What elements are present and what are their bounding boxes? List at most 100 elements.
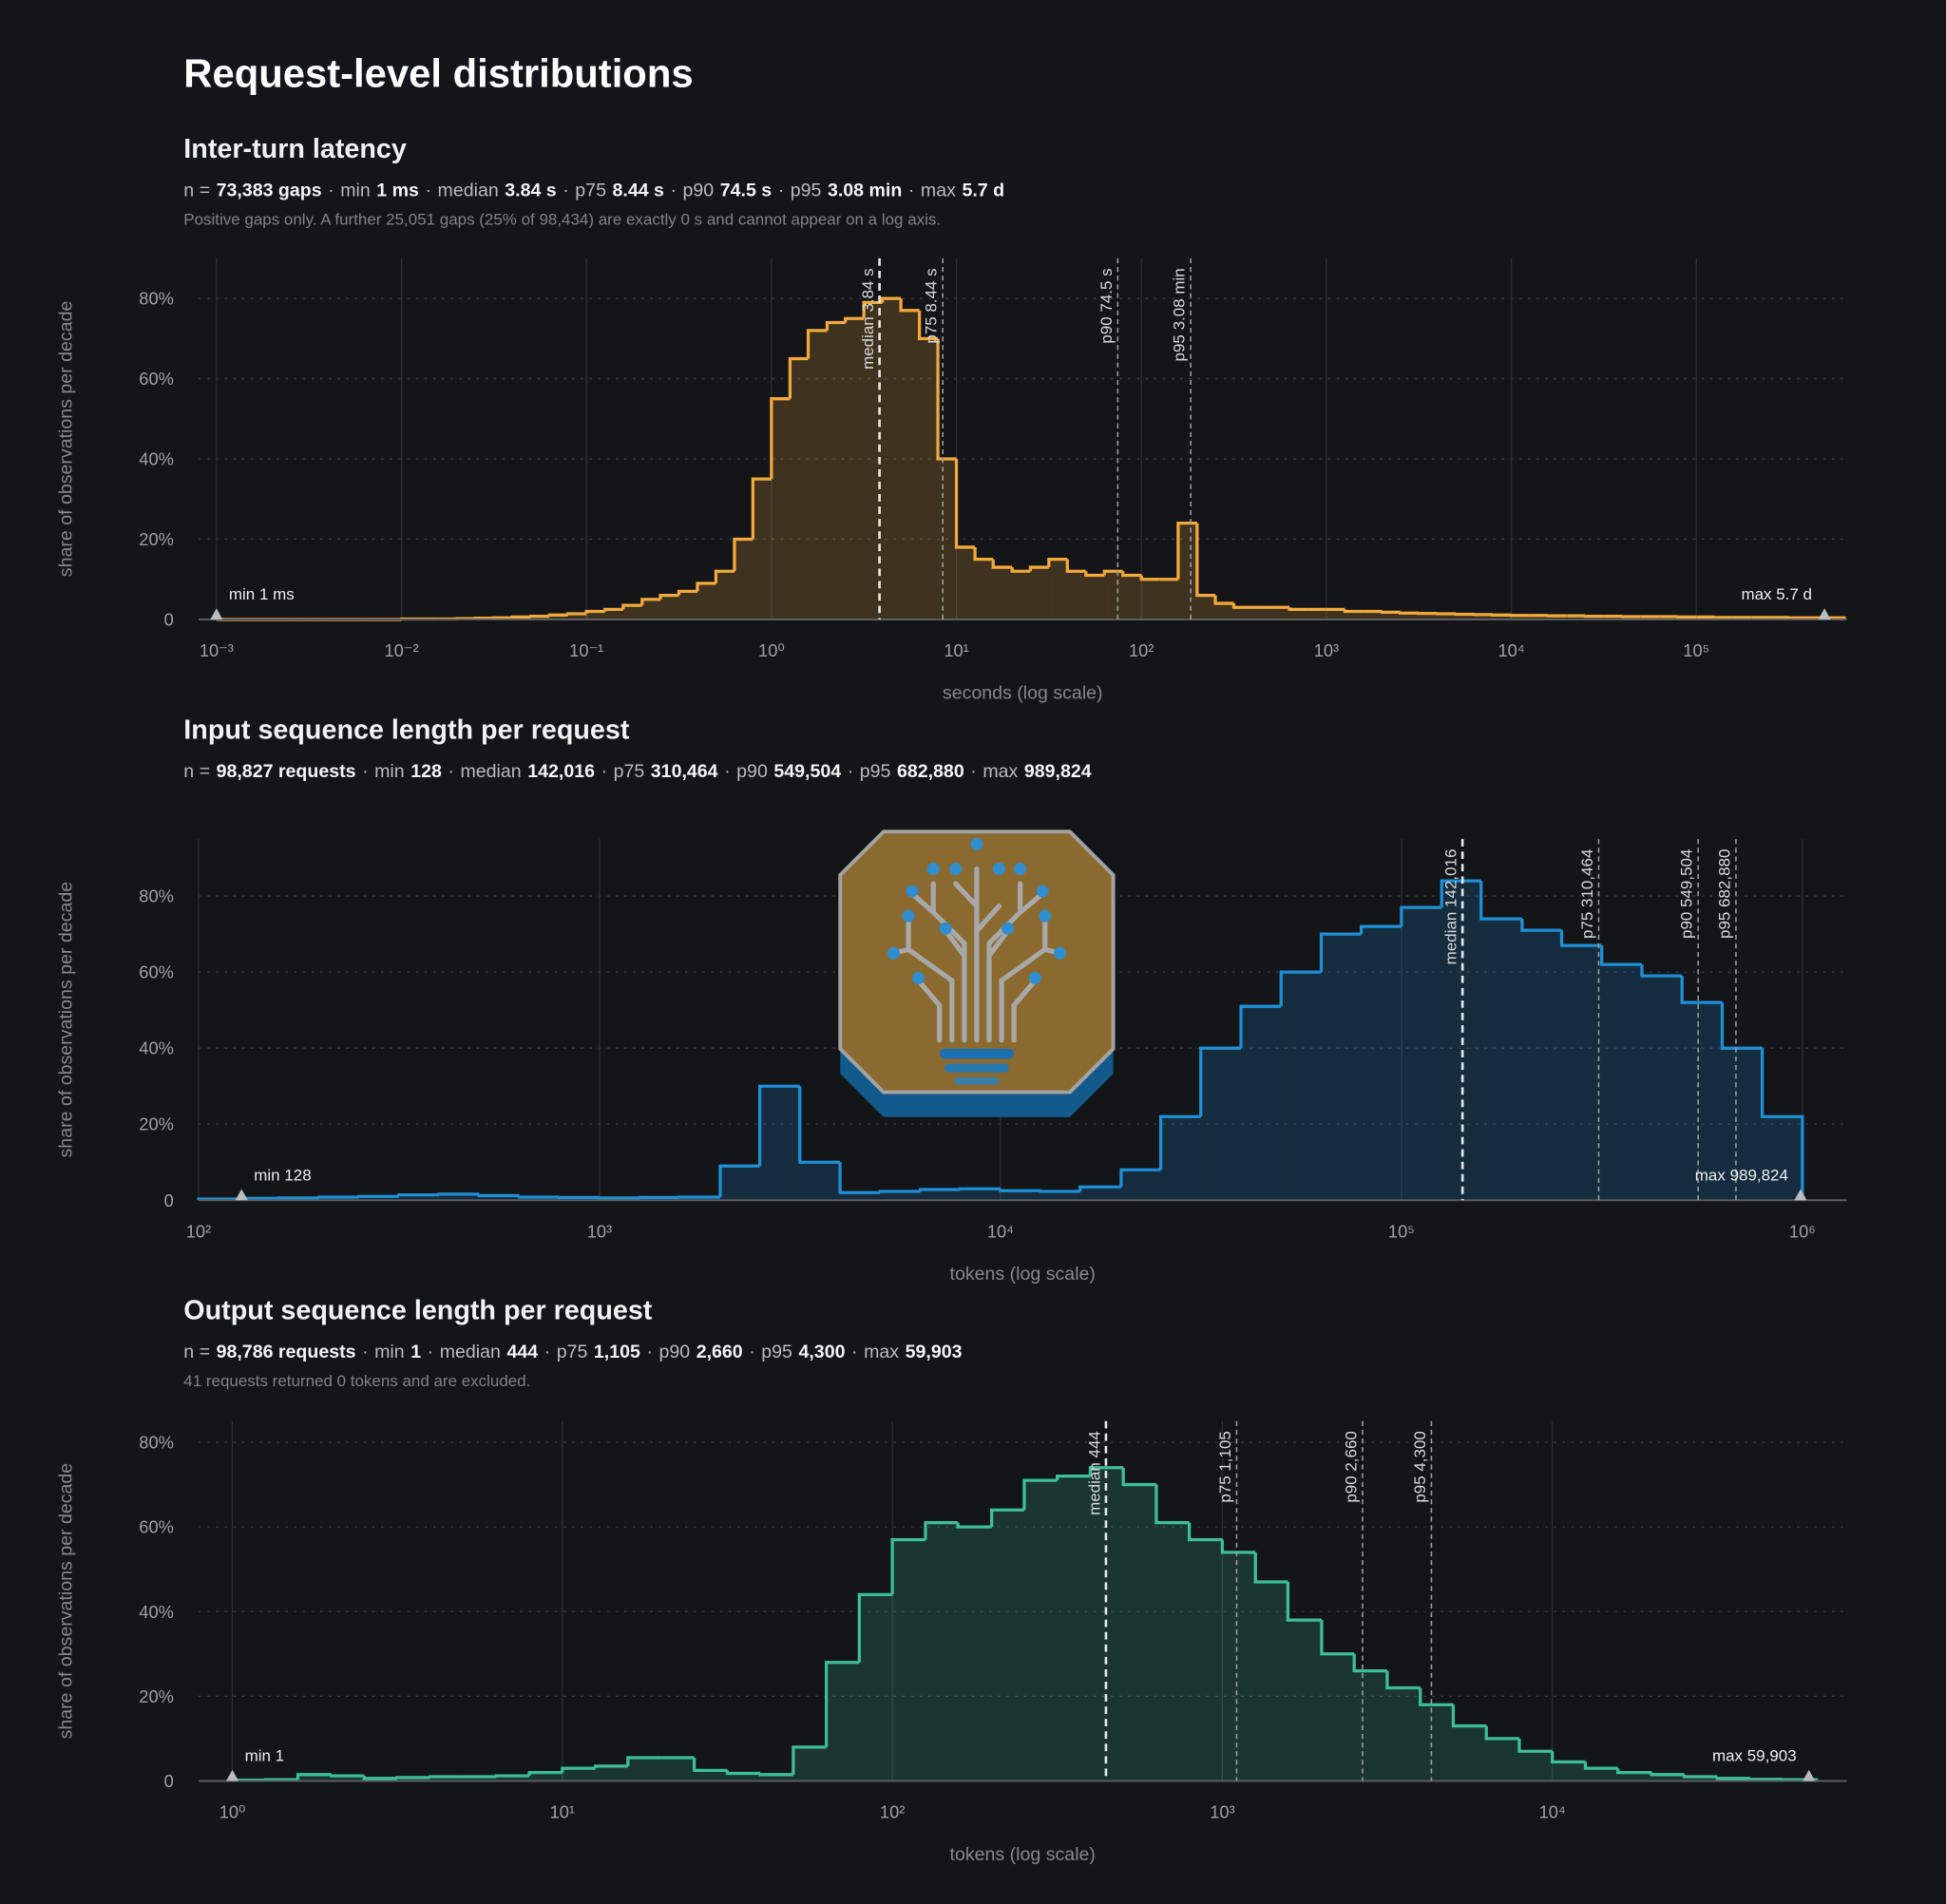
histogram-step [362,1776,398,1780]
extreme-marker [226,1769,239,1781]
percentile-label: median 142,016 [1442,849,1460,965]
stats-separator: · [328,181,334,201]
stats-separator: · [601,761,608,782]
histogram-bar [529,1772,563,1781]
y-tick-label: 60% [139,369,174,389]
stat-value: 989,824 [1024,761,1092,782]
extreme-marker [1794,1189,1807,1201]
y-tick-label: 60% [139,1517,174,1537]
stat-label: max [983,761,1018,782]
chart: Input sequence length per request n = 98,8… [56,714,1847,1285]
histogram-bar [880,1191,921,1201]
histogram-step [806,329,828,359]
stat-value: 8.44 s [613,181,665,201]
histogram-bar [1474,614,1494,619]
histogram-step [1451,1704,1487,1728]
y-tick-label: 40% [139,1038,174,1058]
histogram-bar [1040,1191,1080,1201]
stat-label: p95 [761,1342,792,1362]
histogram-bar [840,1192,881,1201]
y-tick-label: 40% [139,1602,174,1622]
x-tick-label: 10⁴ [1498,640,1524,660]
x-tick-label: 10⁻¹ [569,640,603,660]
stats-separator: · [448,761,454,782]
histogram-bar [753,479,772,619]
histogram-step [1056,1475,1091,1481]
percentile-label: median 3.84 s [859,268,877,370]
histogram-bar [760,1774,793,1781]
histogram-bar [1000,1190,1041,1201]
stat-value: 4,300 [798,1342,845,1362]
chart: Inter-turn latency n = 73,383 gaps · min 1 ms… [56,134,1847,704]
stat-label: median [440,1342,501,1362]
histogram-step [1680,976,1723,1004]
histogram-bar [1141,579,1160,619]
histogram-bar [1288,609,1308,619]
stats-separator: · [908,181,915,201]
extreme-marker [210,608,223,619]
stats-separator: · [970,761,977,782]
histogram-step [296,1773,333,1780]
histogram-step [1047,557,1068,568]
histogram-step [317,1195,359,1199]
histogram-step [1359,924,1402,935]
histogram-bar [397,1777,430,1781]
histogram-bar [1345,611,1364,619]
y-tick-label: 80% [139,886,174,906]
histogram-step [594,1764,628,1769]
stat-label: p75 [557,1342,588,1362]
histogram-bar [678,591,697,619]
histogram-step [527,1770,563,1777]
histogram-step [844,316,865,323]
histogram-step [1187,1522,1223,1542]
histogram-bar [1281,972,1322,1201]
histogram-step [733,537,754,572]
histogram-step [924,1521,959,1540]
histogram-bar [859,1594,893,1781]
histogram-step [792,1745,827,1775]
y-axis-title: share of observations per decade [56,1463,77,1740]
histogram-step [1320,1620,1355,1656]
stat-value: 74.5 s [720,181,773,201]
histogram-bar [1361,926,1402,1201]
histogram-bar [1601,964,1643,1201]
histogram-bar [734,539,754,619]
stat-label: p90 [683,181,715,201]
stat-label: min [374,1342,405,1362]
histogram-step [954,459,976,549]
histogram-step [918,1188,961,1192]
histogram-step [1440,879,1481,908]
histogram-step [881,296,902,303]
percentile-label: p90 549,504 [1678,849,1696,939]
histogram-bar [1067,571,1086,619]
histogram-bar [1493,615,1512,619]
y-tick-label: 60% [139,962,174,982]
percentile-label: p75 1,105 [1216,1431,1234,1503]
stats-separator: · [670,181,677,201]
histogram-step [1640,964,1683,978]
histogram-step [1288,607,1308,612]
histogram-step [621,603,642,610]
histogram-step [603,607,623,612]
stat-label: n = [183,181,210,201]
stat-label: min [340,181,371,201]
histogram-bar [1354,1670,1387,1781]
percentile-label: p90 74.5 s [1097,268,1116,343]
extreme-marker [235,1189,248,1201]
stats-line: n = 98,786 requests · min 1 · median 444 · p75 1,1… [183,1342,962,1362]
histogram-step [1583,1761,1618,1770]
histogram-bar [622,605,642,619]
stat-value: 1 [410,1342,421,1362]
x-tick-label: 10³ [587,1221,612,1241]
histogram-bar [1012,571,1031,619]
histogram-step [1279,970,1322,1007]
x-tick-label: 10⁰ [219,1802,246,1822]
stats-separator: · [778,181,785,201]
histogram-step [510,615,531,619]
logo-bulb-base [939,1048,1015,1059]
stats-separator: · [563,181,569,201]
histogram-step [1213,595,1234,605]
histogram-bar [1518,1751,1553,1781]
stat-value: 310,464 [651,761,718,782]
